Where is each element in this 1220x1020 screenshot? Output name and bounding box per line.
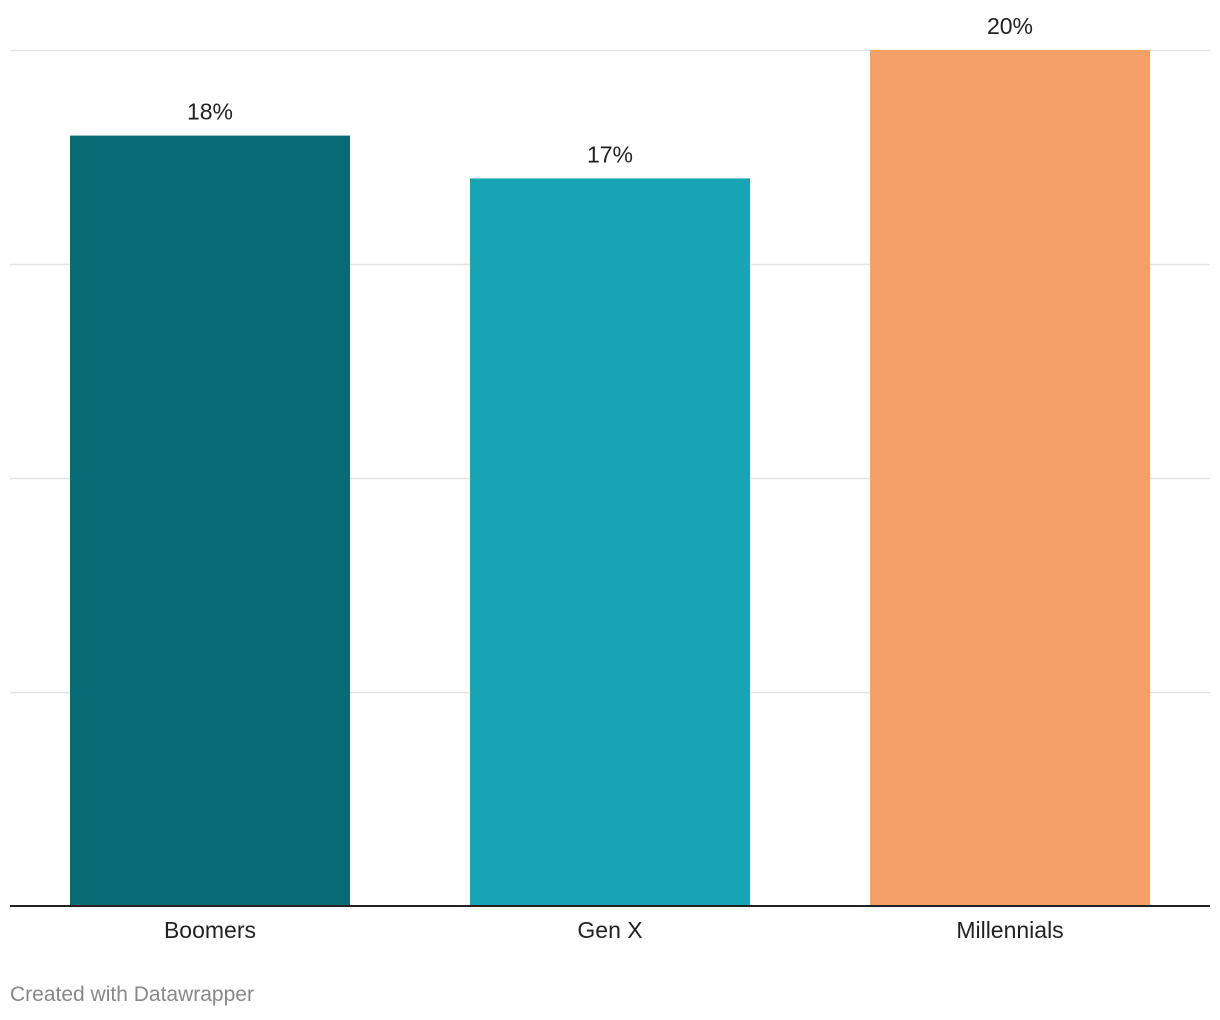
value-label: 17% — [587, 141, 633, 167]
credit-footer: Created with Datawrapper — [10, 983, 254, 1006]
value-labels: 18% 17% 20% — [187, 13, 1033, 167]
category-label: Millennials — [956, 917, 1063, 943]
bars — [70, 50, 1150, 907]
value-label: 18% — [187, 99, 233, 125]
value-label: 20% — [987, 13, 1033, 39]
bar-boomers — [70, 135, 350, 907]
bar-millennials — [870, 50, 1150, 906]
bar-chart: 18% 17% 20% Boomers Gen X Millennials — [10, 13, 1210, 943]
category-labels: Boomers Gen X Millennials — [164, 917, 1064, 943]
category-label: Gen X — [577, 917, 642, 943]
category-label: Boomers — [164, 917, 256, 943]
bar-gen-x — [470, 178, 750, 906]
